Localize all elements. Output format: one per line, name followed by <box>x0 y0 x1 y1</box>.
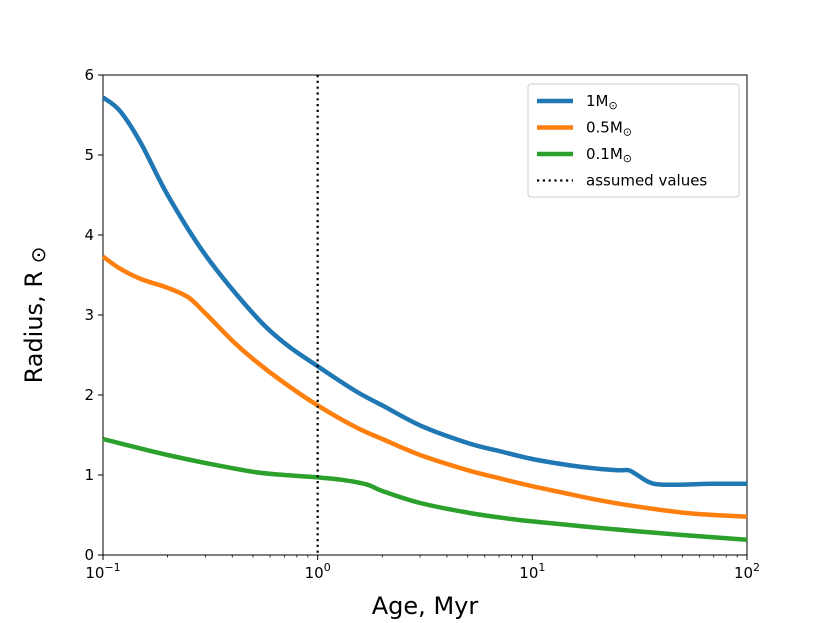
series-line-2 <box>102 436 748 543</box>
y-axis-label-symbol: ⊙ <box>26 247 50 264</box>
y-tick-label: 5 <box>84 146 94 164</box>
legend-label-name: 1M <box>586 92 609 110</box>
legend-label-name: 0.1M <box>586 145 623 163</box>
plot-area <box>101 74 748 556</box>
x-tick-label-base: 10 <box>85 564 104 582</box>
x-tick-label-base: 10 <box>519 564 538 582</box>
legend-box <box>527 83 740 198</box>
x-tick-label-exp: 2 <box>753 561 760 574</box>
legend-label-sub: ⊙ <box>609 99 618 112</box>
x-tick-label-exp: −1 <box>104 561 120 574</box>
x-tick-label-exp: 1 <box>538 561 545 574</box>
x-tick-label: 101 <box>519 561 545 582</box>
y-tick-label: 1 <box>84 466 94 484</box>
series-layer <box>101 95 748 543</box>
x-tick-label: 10−1 <box>85 561 120 582</box>
y-axis-label: Radius, R ⊙ <box>20 247 50 384</box>
y-tick-label: 3 <box>84 306 94 324</box>
x-tick-label: 100 <box>305 561 331 582</box>
legend: 1M⊙0.5M⊙0.1M⊙assumed values <box>527 83 740 198</box>
y-tick-label: 6 <box>84 66 94 84</box>
x-tick-label-base: 10 <box>734 564 753 582</box>
y-tick-label: 2 <box>84 386 94 404</box>
legend-label-sub: ⊙ <box>623 152 632 165</box>
legend-label-name: 0.5M <box>586 119 623 137</box>
y-axis-label-text: Radius, R <box>20 271 48 383</box>
x-axis-ticks: 10−1 100 101 102 <box>85 555 760 582</box>
series-line-1 <box>101 254 748 519</box>
y-tick-label: 4 <box>84 226 94 244</box>
x-axis-label: Age, Myr <box>372 592 479 620</box>
legend-label-vline: assumed values <box>586 172 707 190</box>
legend-label-sub: ⊙ <box>623 126 632 139</box>
legend-label-2: 0.1M⊙ <box>586 145 632 165</box>
x-tick-label: 102 <box>734 561 760 582</box>
x-tick-label-exp: 0 <box>324 561 331 574</box>
y-axis-ticks: 0 1 2 3 4 5 6 <box>84 66 103 564</box>
legend-label-1: 0.5M⊙ <box>586 119 632 139</box>
series-line-0 <box>101 95 748 488</box>
x-tick-label-base: 10 <box>305 564 324 582</box>
legend-label-0: 1M⊙ <box>586 92 618 112</box>
y-tick-label: 0 <box>84 546 94 564</box>
